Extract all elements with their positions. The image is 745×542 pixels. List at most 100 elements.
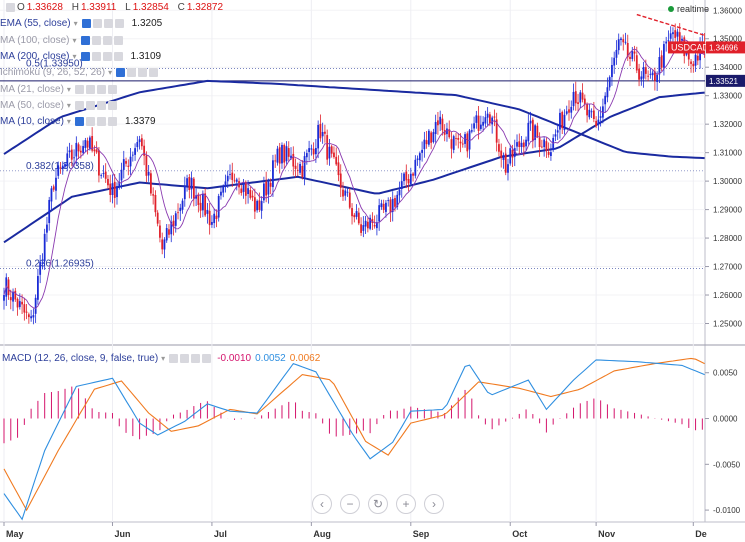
candle-body [170,221,173,235]
legend-ema55[interactable]: EMA (55, close) ▾ 1.3205 [0,18,163,29]
candle-body [285,146,288,162]
candle-body [658,57,661,75]
ma10-line [3,39,705,309]
candle-body [172,220,175,227]
candle-body [269,182,272,187]
legend-ma50[interactable]: MA (50, close) ▾ [0,100,119,111]
hline-price-tag-bg [706,74,745,87]
plus-icon [191,354,201,363]
candle-body [156,212,159,224]
candle-body [380,203,383,208]
current-price-tag: 1.34696 [709,43,738,52]
candle-body [500,150,503,159]
y-tick-label: 1.29000 [713,206,742,215]
scroll-left-button[interactable]: ‹ [312,494,332,514]
candle-body [43,233,46,262]
candle-body [98,150,100,176]
candle-body [23,304,26,313]
candle-body [669,33,672,39]
candle-body [649,73,652,75]
legend-ma10[interactable]: MA (10, close) ▾ 1.3379 [0,116,156,127]
candle-body [599,116,602,118]
candle-body [48,199,51,224]
candle-body [511,149,514,158]
candle-body [79,150,82,153]
candle-body [181,200,184,210]
candle-body [77,144,80,152]
candle-body [66,153,69,166]
gear-icon [85,101,95,110]
candle-body [353,214,356,218]
legend-ma21[interactable]: MA (21, close) ▾ [0,84,119,95]
candle-body [678,32,681,43]
candle-body [430,132,433,143]
legend-macd[interactable]: MACD (12, 26, close, 9, false, true) ▾ -0… [2,353,321,364]
reset-button[interactable]: ↻ [368,494,388,514]
candle-body [398,189,401,196]
fib-label: 0.382(1.30358) [26,161,94,172]
candle-body [32,315,35,318]
zoom-out-button[interactable]: − [340,494,360,514]
close-icon [107,101,117,110]
candle-body [235,179,238,182]
candle-body [127,165,130,167]
candle-body [16,298,19,308]
candle-body [125,161,127,164]
close-icon [107,85,117,94]
candle-body [104,171,107,179]
candle-body [242,183,245,192]
candle-body [633,51,636,54]
candle-body [355,211,358,217]
candle-body [629,56,631,59]
collapse-toggle[interactable] [6,3,17,12]
candle-body [82,146,84,153]
candle-body [622,39,625,43]
candle-body [421,149,423,153]
candle-body [328,146,331,159]
candle-body [371,218,374,223]
candle-body [308,148,310,152]
candle-body [206,209,209,214]
close-value: 1.32872 [186,2,224,13]
candle-body [387,200,390,201]
candle-body [554,134,557,137]
candle-body [640,76,643,80]
candle-body [70,149,73,160]
candle-body [385,202,387,212]
candle-body [73,157,75,159]
candle-body [147,171,150,176]
open-value: 1.33628 [26,2,63,13]
candle-body [357,212,360,224]
legend-ma100[interactable]: MA (100, close) ▾ [0,35,125,46]
zoom-in-button[interactable]: + [396,494,416,514]
ma200-path [3,79,705,160]
legend-ichimoku[interactable]: Ichimoku (9, 26, 52, 26) ▾ [0,67,160,78]
candle-body [100,175,103,176]
candle-body [174,213,177,226]
candle-body [136,142,139,148]
candle-body [373,224,376,227]
candle-body [310,148,313,150]
candle-body [470,130,473,132]
candle-body [692,63,695,67]
candle-body [140,138,143,147]
candle-body [37,276,39,300]
candle-body [412,173,414,176]
candle-body [118,181,121,187]
candle-body [50,188,53,202]
legend-ma200[interactable]: MA (200, close) ▾ 1.3109 [0,51,162,62]
gear-icon [91,52,101,61]
ema55-path [3,91,705,244]
scroll-right-button[interactable]: › [424,494,444,514]
candle-body [61,165,64,170]
candle-body [113,181,116,198]
fib-label: 0.5(1.33950) [26,59,83,70]
y-tick-label: 1.28000 [713,234,742,243]
candle-body [606,87,609,98]
candle-body [190,177,193,190]
macd-y-tick-label: -0.0100 [713,506,741,515]
candle-body [416,158,419,160]
candle-body [638,68,640,80]
candle-body [507,164,509,173]
